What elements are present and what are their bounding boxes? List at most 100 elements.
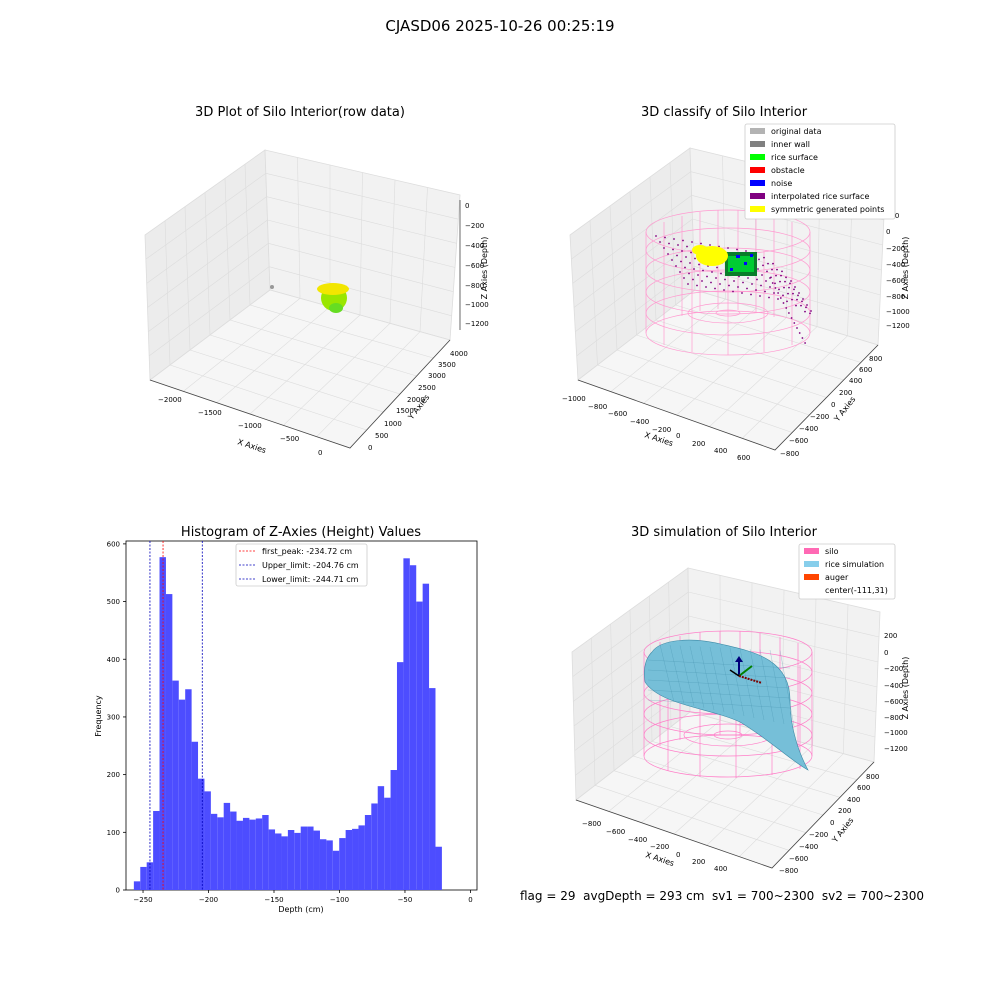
surface-mesh-line xyxy=(729,647,745,717)
histogram-bar xyxy=(403,558,410,890)
interpolated-point xyxy=(763,256,765,259)
simulation-3d-xlabel: X Axies xyxy=(644,850,675,868)
cls-ztick: −200 xyxy=(886,245,905,253)
interpolated-point xyxy=(804,310,806,313)
interpolated-point xyxy=(760,284,762,287)
legend-swatch-original-data xyxy=(750,128,765,134)
interpolated-point xyxy=(716,266,718,269)
interpolated-point xyxy=(742,281,744,284)
surface-mesh-line xyxy=(719,647,735,715)
histogram-bar xyxy=(204,791,211,890)
interpolated-point xyxy=(687,283,689,285)
interpolated-point xyxy=(806,304,808,306)
interpolated-point xyxy=(696,284,698,287)
classify-3d-xticks: −1000 −800 −600 −400 −200 0 200 400 600 xyxy=(562,395,750,462)
sim-xtick: −600 xyxy=(606,828,625,836)
cls-ztick: −1200 xyxy=(886,322,910,330)
sim-xtick: 0 xyxy=(676,851,680,859)
interpolated-point xyxy=(769,277,771,279)
panel-simulation-3d: 3D simulation of Silo Interior xyxy=(571,525,910,875)
raw-ztick: −1200 xyxy=(465,320,489,328)
gridline xyxy=(575,687,690,776)
raw-ztick: −200 xyxy=(465,222,484,230)
interpolated-point xyxy=(772,262,774,265)
histogram-xlabel: Depth (cm) xyxy=(278,905,323,914)
sim-ytick: 600 xyxy=(857,784,870,792)
histogram-bar xyxy=(140,866,147,890)
interpolated-point xyxy=(691,241,693,243)
interpolated-point xyxy=(761,274,763,276)
sim-ytick: 200 xyxy=(838,807,851,815)
histogram-bar xyxy=(262,815,269,890)
histogram-bar xyxy=(319,839,327,890)
legend-label: center(-111,31) xyxy=(825,586,888,595)
raw-ytick: 2500 xyxy=(418,384,436,392)
sim-ztick: −400 xyxy=(884,682,903,690)
interpolated-point xyxy=(684,266,686,269)
histogram-bar xyxy=(133,881,141,890)
raw-xtick: −500 xyxy=(280,435,299,443)
panel-raw-3d: 3D Plot of Silo Interior(row data) −2000… xyxy=(144,105,489,457)
legend-swatch-noise xyxy=(750,180,765,186)
legend-swatch-rice-simulation xyxy=(804,561,819,567)
histogram-bar xyxy=(422,583,430,890)
legend-label: obstacle xyxy=(771,166,805,175)
interpolated-point xyxy=(675,265,677,267)
cls-xtick: −600 xyxy=(608,410,627,418)
histogram-legend: first_peak: -234.72 cm Upper_limit: -204… xyxy=(235,543,368,587)
legend-label: auger xyxy=(825,573,849,582)
interpolated-point xyxy=(758,258,760,261)
raw-ytick: 0 xyxy=(368,444,372,452)
gridline xyxy=(576,266,695,357)
cls-ytick: 0 xyxy=(831,401,835,409)
classify-3d-axis-lines xyxy=(577,344,879,451)
interpolated-point xyxy=(780,274,782,277)
histogram-bar xyxy=(384,797,391,890)
sim-ytick: 800 xyxy=(866,773,879,781)
sim-ytick: −600 xyxy=(789,855,808,863)
interpolated-point xyxy=(779,280,781,283)
interpolated-point xyxy=(786,300,788,303)
interpolated-point xyxy=(771,268,773,271)
histogram-bar xyxy=(198,778,205,890)
raw-ytick: 3000 xyxy=(428,372,446,380)
histogram-ylabel: Frequency xyxy=(94,695,103,737)
histogram-bar xyxy=(358,825,365,890)
raw-3d-rice-cluster xyxy=(317,283,349,313)
interpolated-point xyxy=(800,304,802,307)
cls-ytick: −800 xyxy=(780,450,799,458)
interpolated-point xyxy=(689,262,691,264)
interpolated-point xyxy=(706,275,708,278)
histogram-bar xyxy=(275,833,282,890)
histogram-ytick-label: 400 xyxy=(107,656,120,664)
histogram-bar xyxy=(242,817,250,890)
histogram-bar xyxy=(236,820,243,890)
interpolated-point xyxy=(719,283,721,285)
surface-mesh-line xyxy=(749,648,765,721)
interpolated-point xyxy=(667,253,669,255)
histogram-bar xyxy=(396,662,404,890)
interpolated-point xyxy=(791,298,793,301)
cls-xtick: 0 xyxy=(676,432,680,440)
interpolated-point xyxy=(700,242,702,245)
legend-label: inner wall xyxy=(771,140,810,149)
surface-mesh-line xyxy=(679,645,695,707)
histogram-bar xyxy=(146,862,154,890)
interpolated-point xyxy=(783,286,785,289)
classify-3d-noise xyxy=(730,254,753,271)
interpolated-point xyxy=(741,292,743,294)
histogram-bar xyxy=(185,689,192,890)
interpolated-point xyxy=(798,292,800,294)
surface-mesh-line xyxy=(759,649,775,723)
interpolated-point xyxy=(782,294,784,297)
legend-swatch-inner-wall xyxy=(750,141,765,147)
surface-mesh-line xyxy=(647,659,791,669)
interpolated-point xyxy=(693,268,695,270)
interpolated-point xyxy=(785,307,788,309)
raw-3d-xlabel: X Axies xyxy=(236,437,267,455)
surface-mesh-line xyxy=(699,646,715,711)
interpolated-point xyxy=(777,298,779,300)
histogram-bar xyxy=(255,818,263,890)
histogram-ytick-label: 0 xyxy=(116,887,120,895)
